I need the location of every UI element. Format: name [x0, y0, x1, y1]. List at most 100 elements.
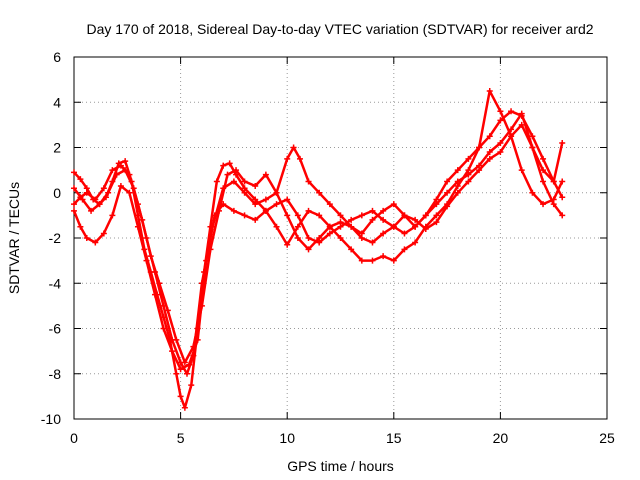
data-point	[241, 178, 248, 185]
data-point	[173, 370, 180, 377]
data-point	[358, 257, 365, 264]
x-tick-label: 15	[386, 430, 402, 446]
data-point	[100, 230, 107, 237]
data-point	[380, 216, 387, 223]
data-point	[348, 246, 355, 253]
data-point	[337, 219, 344, 226]
data-point	[454, 189, 461, 196]
data-point	[177, 393, 184, 400]
data-point	[226, 160, 233, 167]
data-point	[284, 155, 291, 162]
data-point	[412, 223, 419, 230]
data-point	[550, 201, 557, 208]
data-point	[273, 223, 280, 230]
data-point	[422, 225, 429, 232]
data-point	[224, 171, 231, 178]
x-tick-label: 5	[177, 430, 185, 446]
data-point	[262, 171, 269, 178]
data-point	[186, 361, 193, 368]
data-point	[369, 239, 376, 246]
data-point	[71, 169, 77, 176]
x-tick-label: 25	[599, 430, 615, 446]
data-point	[444, 203, 451, 210]
y-tick-label: 4	[53, 94, 61, 110]
data-point	[497, 108, 504, 115]
data-point	[160, 325, 167, 332]
data-point	[454, 167, 461, 174]
data-point	[380, 230, 387, 237]
data-point	[540, 167, 547, 174]
data-point	[207, 246, 214, 253]
y-tick-label: 0	[53, 185, 61, 201]
data-point	[147, 253, 154, 260]
data-point	[316, 212, 323, 219]
data-point	[96, 201, 103, 208]
data-point	[126, 189, 133, 196]
data-point	[252, 182, 259, 189]
x-tick-label: 0	[70, 430, 78, 446]
data-point	[518, 167, 525, 174]
data-point	[518, 121, 525, 128]
data-point	[444, 178, 451, 185]
data-point	[211, 212, 218, 219]
x-tick-label: 20	[493, 430, 509, 446]
data-point	[316, 189, 323, 196]
data-point	[540, 201, 547, 208]
y-tick-label: -4	[49, 275, 62, 291]
data-point	[252, 201, 259, 208]
data-point	[433, 219, 440, 226]
data-point	[83, 235, 90, 241]
data-point	[233, 167, 240, 174]
data-point	[390, 223, 397, 230]
data-point	[476, 144, 483, 151]
data-point	[540, 178, 547, 185]
data-point	[305, 246, 312, 253]
data-point	[100, 185, 107, 192]
data-point	[294, 223, 301, 230]
data-point	[183, 370, 190, 377]
data-point	[294, 235, 301, 241]
data-point	[105, 189, 112, 196]
data-point	[294, 212, 301, 219]
data-point	[305, 207, 312, 214]
data-point	[401, 212, 408, 219]
data-point	[173, 336, 180, 343]
data-point	[215, 207, 222, 214]
data-point	[273, 201, 280, 208]
data-point	[476, 167, 483, 174]
data-point	[518, 110, 525, 117]
series-track-c	[71, 110, 566, 373]
data-point	[412, 239, 419, 246]
data-point	[190, 343, 197, 350]
data-point	[117, 162, 124, 169]
data-point	[109, 212, 116, 219]
data-point	[369, 207, 376, 214]
data-point	[77, 223, 84, 230]
data-point	[83, 189, 90, 196]
y-tick-label: 2	[53, 140, 61, 156]
data-point	[559, 178, 566, 185]
data-point	[559, 194, 566, 201]
data-point	[109, 167, 116, 174]
data-point	[169, 348, 176, 355]
data-point	[486, 149, 493, 156]
data-point	[401, 246, 408, 253]
data-point	[316, 235, 323, 241]
data-point	[262, 207, 269, 214]
series-track-d	[71, 121, 566, 366]
data-point	[230, 178, 237, 185]
data-point	[337, 235, 344, 241]
data-point	[220, 162, 227, 169]
y-tick-label: -2	[49, 230, 62, 246]
data-point	[380, 253, 387, 260]
data-point	[296, 155, 303, 162]
data-point	[290, 144, 297, 151]
data-point	[156, 280, 163, 287]
data-point	[252, 216, 259, 223]
data-point	[369, 216, 376, 223]
x-tick-label: 10	[279, 430, 295, 446]
data-point	[529, 189, 536, 196]
data-point	[465, 171, 472, 178]
data-point	[139, 216, 146, 223]
